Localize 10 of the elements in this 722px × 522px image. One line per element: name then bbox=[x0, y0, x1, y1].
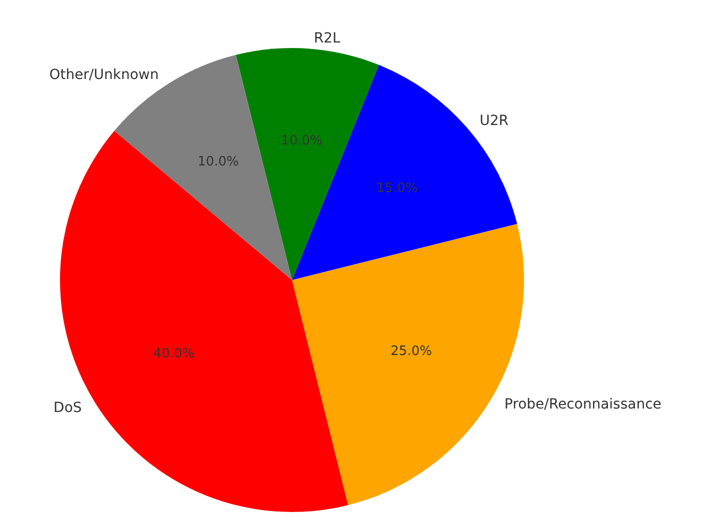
slice-label: R2L bbox=[314, 30, 341, 47]
data-label: 40.0% bbox=[153, 346, 195, 362]
slice-label: Probe/Reconnaissance bbox=[504, 396, 662, 413]
data-label: 15.0% bbox=[376, 181, 418, 196]
data-label: 10.0% bbox=[281, 134, 322, 149]
slice-label: Other/Unknown bbox=[49, 66, 159, 83]
slice-label: DoS bbox=[54, 400, 82, 416]
data-label: 10.0% bbox=[198, 154, 239, 170]
data-label: 25.0% bbox=[390, 344, 432, 360]
slice-label: U2R bbox=[480, 113, 509, 130]
